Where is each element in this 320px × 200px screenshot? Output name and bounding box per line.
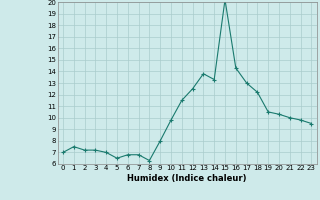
X-axis label: Humidex (Indice chaleur): Humidex (Indice chaleur) — [127, 174, 247, 183]
